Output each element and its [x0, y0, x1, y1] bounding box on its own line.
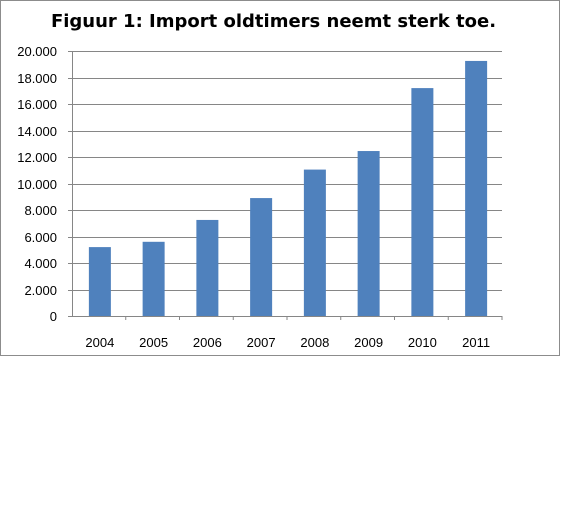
y-tick-label: 18.000: [17, 71, 57, 86]
y-tick-label: 20.000: [17, 44, 57, 59]
x-tick-labels: 2004 2005 2006 2007 2008 2009 2010 2011: [85, 335, 490, 350]
y-tick-label: 10.000: [17, 177, 57, 192]
y-tick-label: 0: [50, 309, 57, 324]
bar-2009: [357, 151, 380, 316]
bar-2010: [411, 88, 434, 316]
x-tick-label: 2009: [354, 335, 383, 350]
bar-2011: [465, 60, 488, 316]
bar-2008: [303, 169, 326, 316]
x-tick-label: 2010: [408, 335, 437, 350]
bar-chart: 0 2.000 4.000 6.000 8.000 10.000 12.000 14.000 1…: [17, 44, 503, 350]
bar-2005: [142, 241, 165, 316]
y-tick-label: 2.000: [24, 283, 57, 298]
y-tick-labels: 0 2.000 4.000 6.000 8.000 10.000 12.000 14.000 1…: [17, 44, 57, 324]
x-tick-label: 2011: [462, 335, 490, 350]
y-tick-label: 14.000: [17, 124, 57, 139]
gridlines: [72, 51, 502, 291]
y-tick-label: 6.000: [24, 230, 57, 245]
x-tick-label: 2004: [85, 335, 114, 350]
x-tick-label: 2005: [139, 335, 168, 350]
bar-2004: [88, 247, 111, 316]
bars: [88, 60, 488, 316]
y-tick-label: 16.000: [17, 97, 57, 112]
chart-title: Figuur 1: Import oldtimers neemt sterk t…: [50, 11, 497, 32]
x-tick-label: 2006: [193, 335, 222, 350]
y-tick-label: 12.000: [17, 150, 57, 165]
x-tick-label: 2007: [247, 335, 276, 350]
axes: [68, 51, 503, 320]
bar-2007: [250, 198, 273, 316]
y-tick-label: 8.000: [24, 203, 57, 218]
y-tick-label: 4.000: [24, 256, 57, 271]
bar-2006: [196, 219, 219, 316]
x-tick-label: 2008: [300, 335, 329, 350]
chart-frame: Figuur 1: Import oldtimers neemt sterk t…: [0, 0, 560, 356]
